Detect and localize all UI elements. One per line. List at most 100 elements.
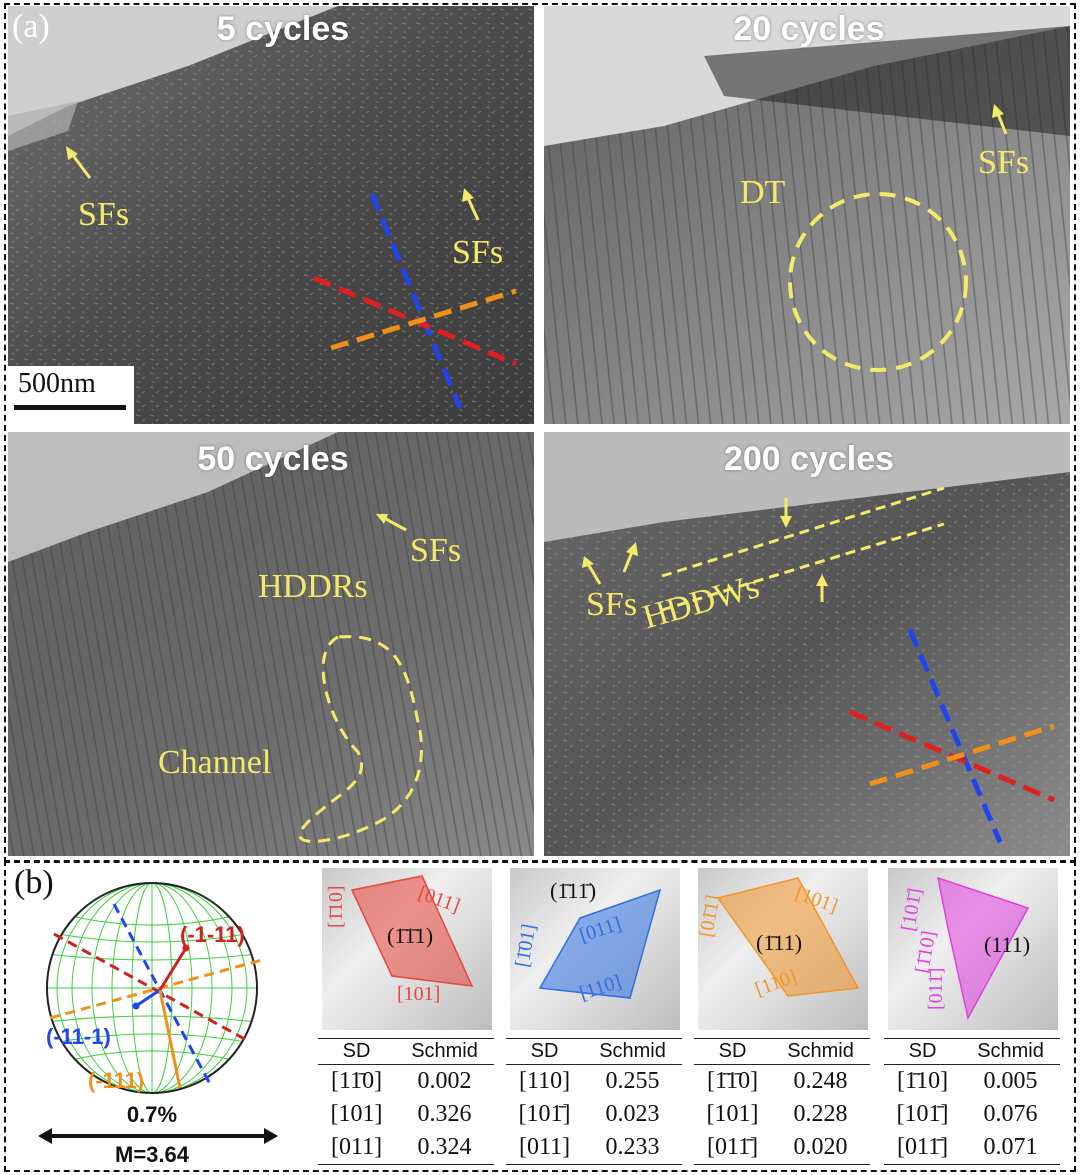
tem-panel-5-cycles: (a) 5 cycles SFs SFs 500nm — [8, 6, 534, 424]
slip-plane-triangle — [937, 876, 1030, 1021]
table-row: [110] 0.255 — [506, 1065, 682, 1099]
orange-slip-trace — [869, 723, 1055, 787]
slip-direction-label: [01̄1] — [698, 893, 724, 939]
title-20-cycles: 20 cycles — [733, 10, 885, 48]
table-cell: 0.005 — [983, 1068, 1038, 1094]
panel-a-frame — [4, 3, 1076, 863]
slip-plane-triangle — [538, 888, 662, 999]
table-cell: 0.326 — [417, 1101, 472, 1127]
table-cell: 0.023 — [605, 1101, 660, 1127]
channel-outline — [298, 635, 423, 843]
schmid-table: SD Schmid [110] 0.255 [101̄] 0.023 [011] 0.233 — [506, 1038, 682, 1165]
slip-direction-label: [1̄10] — [325, 885, 347, 928]
table-cell: [110] — [518, 1068, 571, 1094]
schmid-table: SD Schmid [11̄0] 0.002 [101] 0.326 [011] 0.324 — [318, 1038, 494, 1165]
table-cell: [011] — [506, 1131, 584, 1165]
slip-direction-label: [101̄] — [897, 886, 926, 932]
table-cell: 0.020 — [771, 1131, 870, 1165]
table-cell: [011̄] — [694, 1131, 772, 1165]
table-row: [011̄] 0.020 — [694, 1131, 870, 1165]
table-row: [101] 0.326 — [318, 1098, 494, 1131]
scale-bar-label: 500nm — [18, 368, 96, 399]
slip-plane-label: (1̄11) — [756, 930, 802, 955]
table-cell: [011] — [318, 1131, 396, 1165]
table-cell: 0.076 — [983, 1101, 1038, 1127]
pole-label: (-111) — [88, 1068, 144, 1093]
slip-plane-label: (1̄1̄1) — [387, 923, 433, 948]
table-row: [1̄10] 0.005 — [884, 1065, 1060, 1099]
panel-a-label: (a) — [12, 8, 50, 45]
pole-label: (-1-11) — [180, 922, 245, 947]
scale-bar-box — [8, 366, 134, 424]
table-header: SD — [506, 1038, 584, 1065]
table-cell: 0.228 — [793, 1101, 848, 1127]
table-header: Schmid — [961, 1038, 1060, 1065]
tetrahedron-diagram: [1̄01] [011] [110] (1̄11̄) — [510, 868, 680, 1030]
label-sfs: SFs — [978, 144, 1030, 181]
table-header: Schmid — [395, 1038, 494, 1065]
label-sfs: SFs — [410, 532, 462, 569]
table-cell: [11̄0] — [330, 1068, 383, 1094]
table-header: Schmid — [583, 1038, 682, 1065]
tem-panel-200-cycles: 200 cycles SFs HDDWs — [544, 432, 1070, 856]
table-cell: [101] — [706, 1101, 759, 1127]
table-row: [1̄1̄0] 0.248 — [694, 1065, 870, 1099]
table-row: [101̄] 0.076 — [884, 1098, 1060, 1131]
dt-circle — [788, 192, 968, 372]
tem-panel-50-cycles: 50 cycles SFs HDDRs Channel — [8, 432, 534, 856]
schmid-table: SD Schmid [1̄10] 0.005 [101̄] 0.076 [011̄] 0.07… — [884, 1038, 1060, 1165]
table-cell: [101̄] — [896, 1101, 949, 1127]
table-row: [011] 0.324 — [318, 1131, 494, 1165]
table-header: SD — [318, 1038, 396, 1065]
label-sfs: SFs — [78, 196, 130, 233]
scale-bar — [14, 405, 126, 410]
pole-label: (-11-1) — [46, 1024, 111, 1049]
table-header: SD — [694, 1038, 772, 1065]
table-row: [101] 0.228 — [694, 1098, 870, 1131]
label-dt: DT — [740, 174, 786, 211]
orange-slip-trace — [330, 288, 517, 351]
schmid-table: SD Schmid [1̄1̄0] 0.248 [101] 0.228 [011̄] 0.02… — [694, 1038, 870, 1165]
table-row: [101̄] 0.023 — [506, 1098, 682, 1131]
blue-slip-trace — [369, 193, 463, 409]
stereographic-projection: (-1-11) (-11-1) (-111) 0.7% M=3.64 — [38, 882, 278, 1167]
table-cell: [011̄] — [884, 1131, 962, 1165]
m-value-label: M=3.64 — [115, 1142, 190, 1167]
table-cell: 0.324 — [395, 1131, 494, 1165]
slip-direction-label: [011̄] — [925, 967, 947, 1010]
blue-slip-trace — [907, 629, 1003, 843]
title-50-cycles: 50 cycles — [197, 440, 349, 478]
table-cell: [1̄1̄0] — [706, 1068, 759, 1094]
slip-direction-label: [1̄01] — [511, 922, 540, 968]
title-200-cycles: 200 cycles — [723, 440, 895, 478]
label-sfs: SFs — [586, 586, 638, 623]
table-row: [011̄] 0.071 — [884, 1131, 1060, 1165]
table-cell: 0.071 — [961, 1131, 1060, 1165]
slip-plane-triangle — [716, 877, 860, 997]
label-channel: Channel — [158, 744, 272, 781]
tetrahedron-diagram: [01̄1] [101] [110] (1̄11) — [698, 868, 868, 1030]
slip-plane-label: (111) — [984, 932, 1030, 957]
table-cell: [101̄] — [518, 1101, 571, 1127]
label-sfs: SFs — [452, 234, 504, 271]
table-cell: 0.002 — [417, 1068, 472, 1094]
tetrahedron-diagram: [101̄] [1̄10] [011̄] (111) — [888, 868, 1058, 1030]
tetrahedron-diagram: [1̄10] [011] [101] (1̄1̄1) — [322, 868, 492, 1030]
strain-label: 0.7% — [127, 1102, 177, 1127]
slip-plane-label: (1̄11̄) — [550, 878, 596, 903]
table-header: SD — [884, 1038, 962, 1065]
table-cell: [101] — [330, 1101, 383, 1127]
title-5-cycles: 5 cycles — [216, 10, 350, 48]
table-header: Schmid — [771, 1038, 870, 1065]
table-cell: 0.255 — [605, 1068, 660, 1094]
table-cell: 0.233 — [583, 1131, 682, 1165]
tem-panel-20-cycles: 20 cycles DT SFs — [544, 6, 1070, 424]
table-cell: 0.248 — [793, 1068, 848, 1094]
panel-b-frame — [4, 860, 1076, 1172]
panel-b-label: (b) — [14, 864, 54, 901]
table-row: [011] 0.233 — [506, 1131, 682, 1165]
slip-plane-triangle — [350, 875, 474, 987]
table-cell: [1̄10] — [896, 1068, 949, 1094]
label-hddrs: HDDRs — [258, 568, 368, 605]
table-row: [11̄0] 0.002 — [318, 1065, 494, 1099]
